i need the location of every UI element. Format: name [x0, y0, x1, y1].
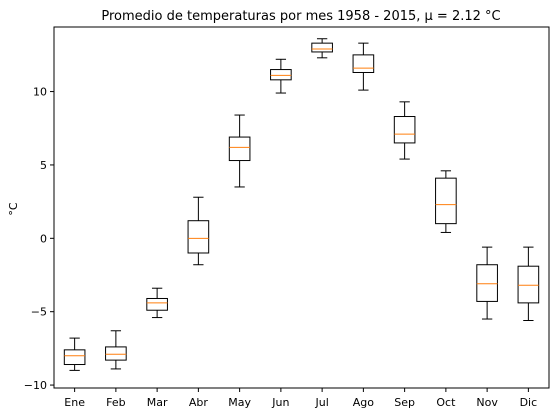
- x-tick-label: Mar: [147, 396, 168, 409]
- x-tick-label: Jul: [314, 396, 328, 409]
- box-series: [63, 38, 540, 371]
- iqr-box: [105, 346, 127, 361]
- y-tick-label: 0: [40, 232, 47, 245]
- box-abr: [187, 196, 210, 266]
- y-axis-ticks: −10 −5 0 5 10: [24, 86, 54, 392]
- x-tick-label: Nov: [476, 396, 498, 409]
- plot-frame: [53, 26, 550, 389]
- x-tick-label: Ene: [64, 396, 85, 409]
- iqr-box: [517, 265, 540, 304]
- box-feb: [105, 330, 127, 370]
- x-tick-label: Dic: [520, 396, 538, 409]
- box-ene: [63, 337, 86, 371]
- iqr-box: [393, 116, 416, 144]
- x-tick-label: May: [228, 396, 251, 409]
- y-tick-label: 10: [33, 86, 47, 99]
- chart-title: Promedio de temperaturas por mes 1958 - …: [101, 9, 500, 24]
- box-dic: [517, 246, 540, 321]
- iqr-box: [63, 349, 86, 366]
- box-mar: [146, 287, 168, 319]
- box-oct: [435, 170, 457, 233]
- iqr-box: [435, 177, 457, 225]
- x-tick-label: Abr: [189, 396, 209, 409]
- y-tick-label: −10: [24, 379, 47, 392]
- x-tick-label: Sep: [394, 396, 415, 409]
- box-may: [228, 114, 251, 188]
- x-tick-label: Ago: [353, 396, 375, 409]
- box-nov: [476, 246, 498, 320]
- box-sep: [393, 101, 416, 160]
- y-axis-label: °C: [7, 202, 20, 216]
- box-ago: [352, 42, 375, 91]
- box-jul: [311, 38, 333, 59]
- x-tick-label: Feb: [106, 396, 125, 409]
- x-axis-ticks: Ene Feb Mar Abr May Jun Jul Ago Sep Oct Nov Dic: [64, 388, 537, 409]
- box-jun: [270, 58, 292, 94]
- iqr-box: [187, 220, 210, 254]
- iqr-box: [352, 54, 375, 73]
- iqr-box: [270, 69, 292, 81]
- x-tick-label: Oct: [436, 396, 456, 409]
- iqr-box: [476, 264, 498, 302]
- y-tick-label: 5: [40, 159, 47, 172]
- x-tick-label: Jun: [271, 396, 289, 409]
- iqr-box: [311, 42, 333, 53]
- iqr-box: [146, 297, 168, 311]
- y-tick-label: −5: [31, 306, 47, 319]
- iqr-box: [228, 136, 251, 162]
